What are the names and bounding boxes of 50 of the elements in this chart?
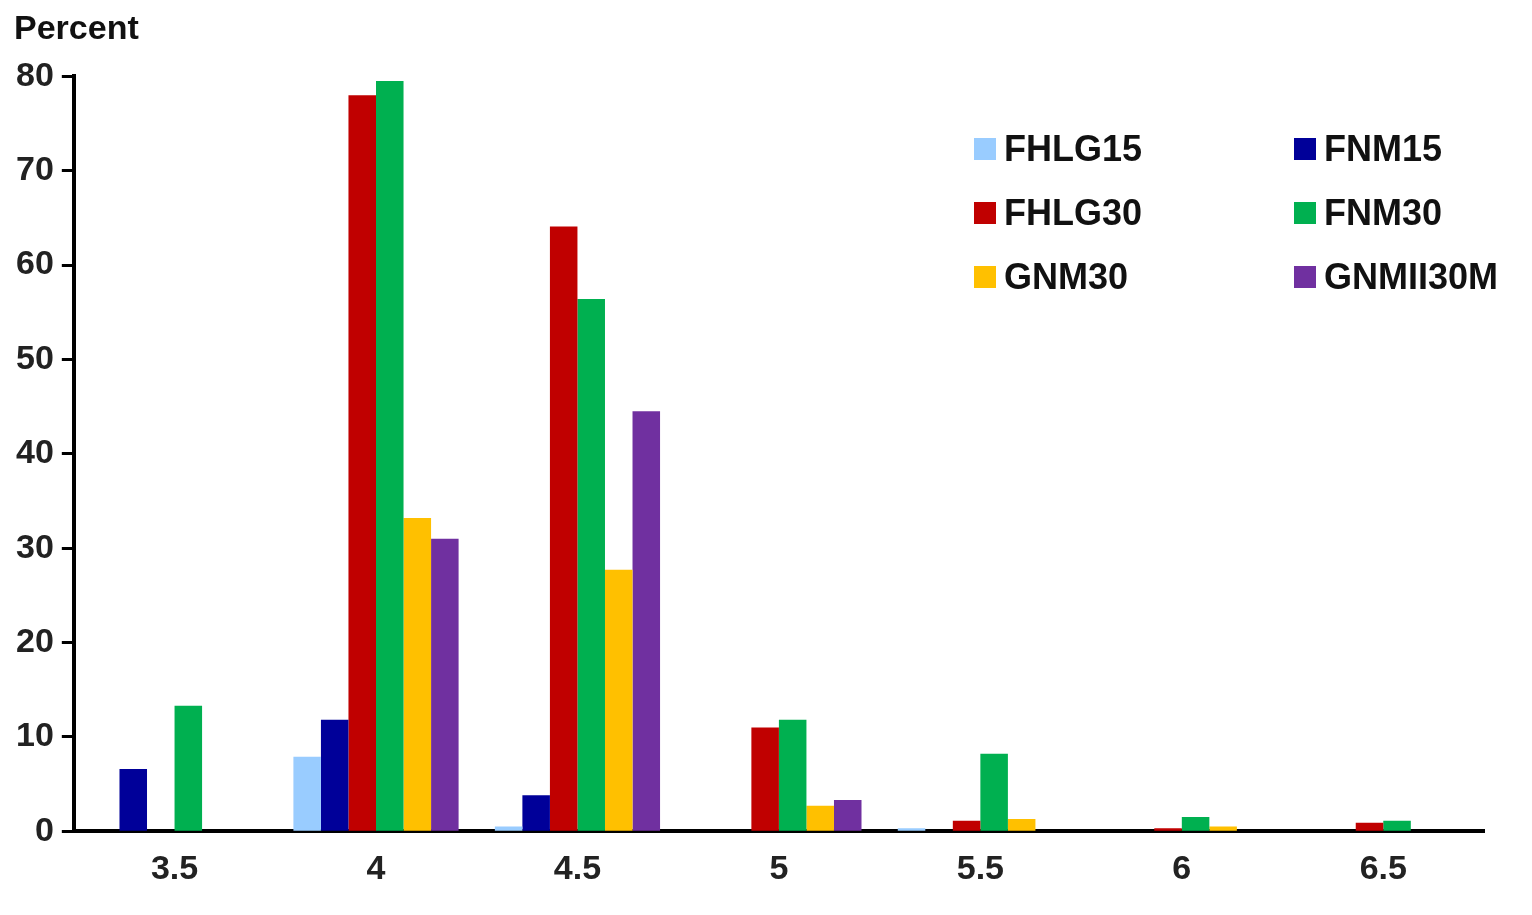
y-tick-label: 0: [34, 809, 54, 848]
x-tick-label: 6: [1172, 847, 1192, 886]
y-tick-label: 70: [15, 149, 54, 188]
legend-label: GNMII30M: [1324, 256, 1499, 298]
x-tick-label: 4.5: [553, 847, 602, 886]
bar: [403, 517, 432, 831]
bar: [293, 756, 321, 831]
bar: [376, 81, 404, 831]
y-tick-label: 40: [15, 432, 54, 471]
bar: [119, 768, 148, 831]
bar: [604, 569, 633, 831]
bar: [1154, 828, 1182, 831]
x-tick-label: 5: [769, 847, 789, 886]
legend-label: GNM30: [1004, 256, 1129, 298]
bar: [431, 538, 459, 831]
y-tick-label: 60: [15, 243, 54, 282]
bar: [174, 705, 203, 831]
bar: [751, 727, 779, 831]
bar: [952, 820, 981, 831]
y-tick-label: 80: [15, 54, 54, 93]
bar: [348, 95, 376, 831]
bar: [1209, 826, 1237, 831]
y-tick-label: 30: [15, 526, 54, 565]
legend-label: FHLG30: [1004, 192, 1143, 234]
x-tick-label: 5.5: [956, 847, 1004, 886]
y-tick-label: 10: [15, 715, 54, 754]
bar: [1181, 817, 1210, 831]
bar: [577, 299, 605, 831]
bar: [833, 800, 862, 831]
bar: [320, 719, 349, 831]
bar: [980, 753, 1008, 831]
bar: [1355, 822, 1384, 831]
bar: [806, 805, 834, 831]
x-tick-label: 6.5: [1359, 847, 1407, 886]
x-tick-label: 3.5: [150, 847, 199, 886]
bar: [549, 226, 578, 831]
bar: [1007, 818, 1036, 831]
bar: [897, 828, 926, 831]
bar: [1383, 820, 1411, 831]
y-tick-label: 20: [15, 620, 54, 659]
legend-label: FNM15: [1324, 128, 1443, 170]
bar: [632, 411, 661, 831]
y-tick-label: 50: [15, 337, 54, 376]
bar: [522, 795, 550, 831]
x-tick-label: 4: [366, 847, 386, 886]
bar: [778, 719, 807, 831]
y-axis-title: Percent: [14, 8, 139, 47]
legend-label: FNM30: [1324, 192, 1443, 234]
bar: [494, 826, 523, 831]
legend-label: FHLG15: [1004, 128, 1143, 170]
